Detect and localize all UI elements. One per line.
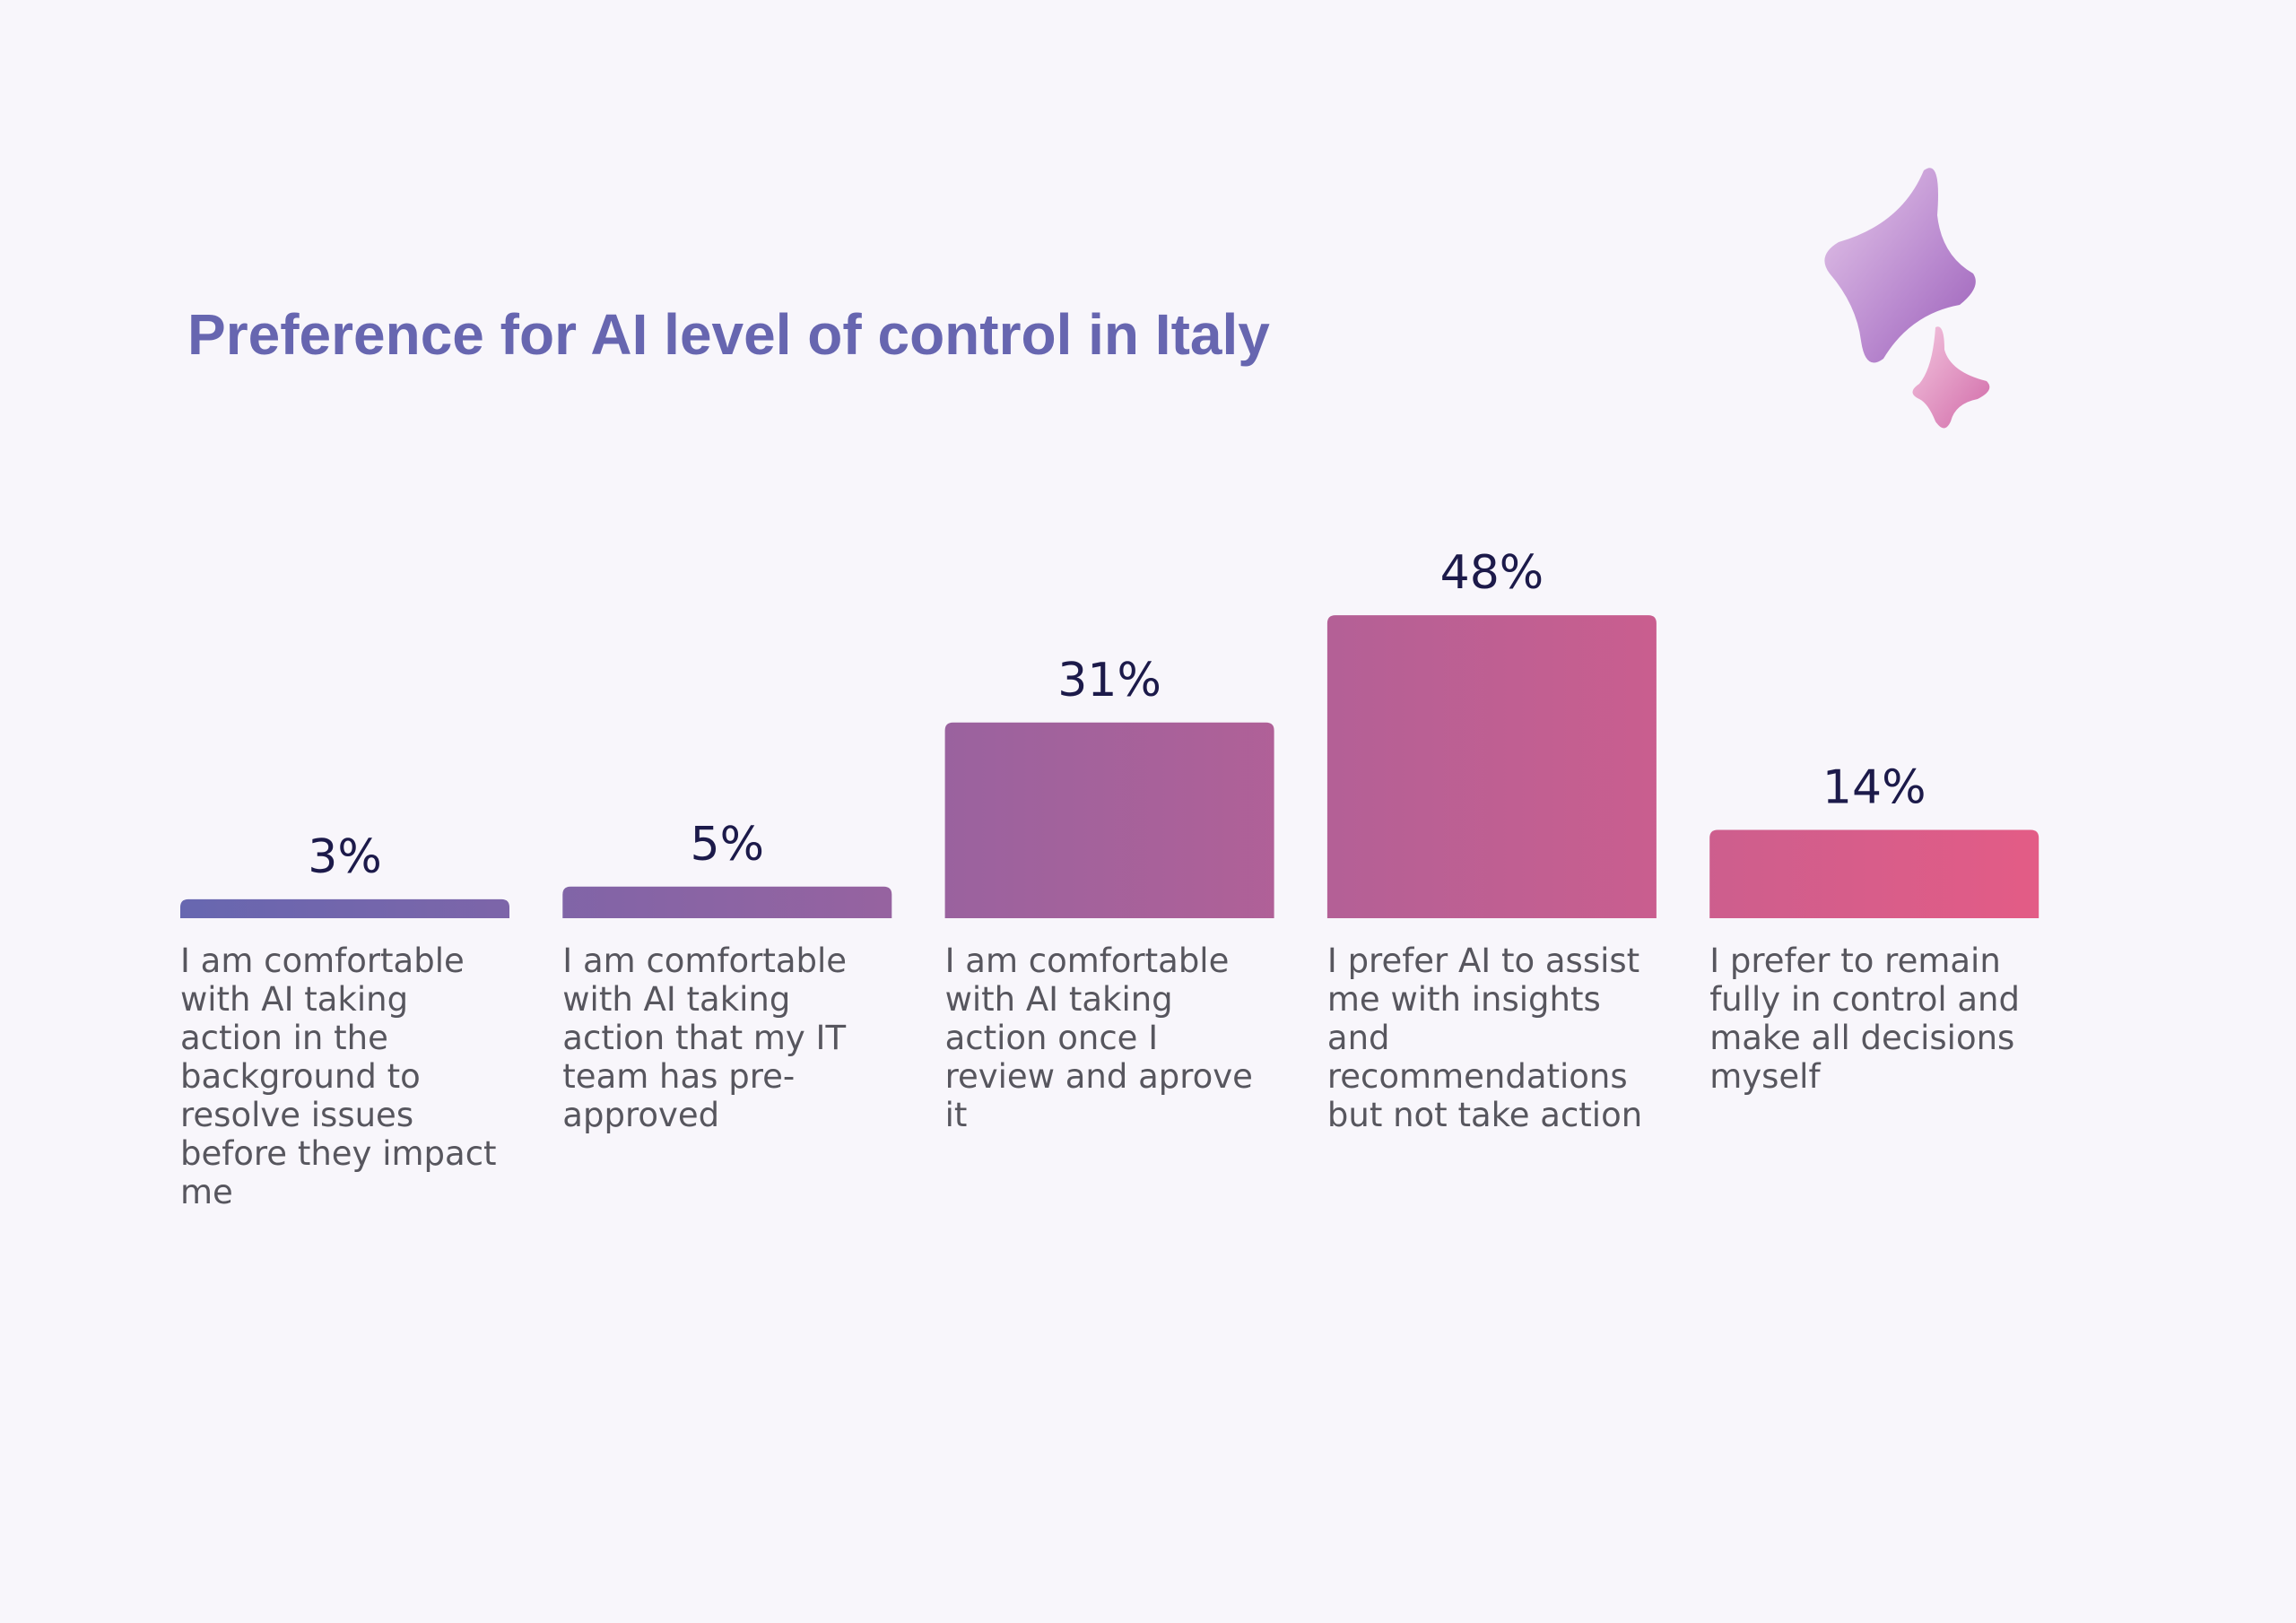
bar xyxy=(180,898,509,918)
category-label: I am comfortable with AI taking action i… xyxy=(180,942,497,1211)
value-label: 14% xyxy=(1822,760,1926,814)
bar xyxy=(1709,829,2039,918)
bar xyxy=(562,886,892,918)
sparkle-decoration xyxy=(1824,168,1990,429)
value-label: 3% xyxy=(308,830,382,884)
category-label: I prefer to remain fully in control and … xyxy=(1709,942,2020,1096)
bar xyxy=(944,722,1274,918)
value-label: 5% xyxy=(691,818,765,872)
category-label: I prefer AI to assist me with insights a… xyxy=(1326,942,1643,1134)
value-label: 31% xyxy=(1057,654,1161,707)
category-label: I am comfortable with AI taking action t… xyxy=(562,942,848,1134)
bar xyxy=(1326,615,1657,918)
category-label: I am comfortable with AI taking action o… xyxy=(944,942,1253,1134)
chart-title: Preference for AI level of control in It… xyxy=(187,302,1270,367)
value-label: 48% xyxy=(1440,546,1544,600)
